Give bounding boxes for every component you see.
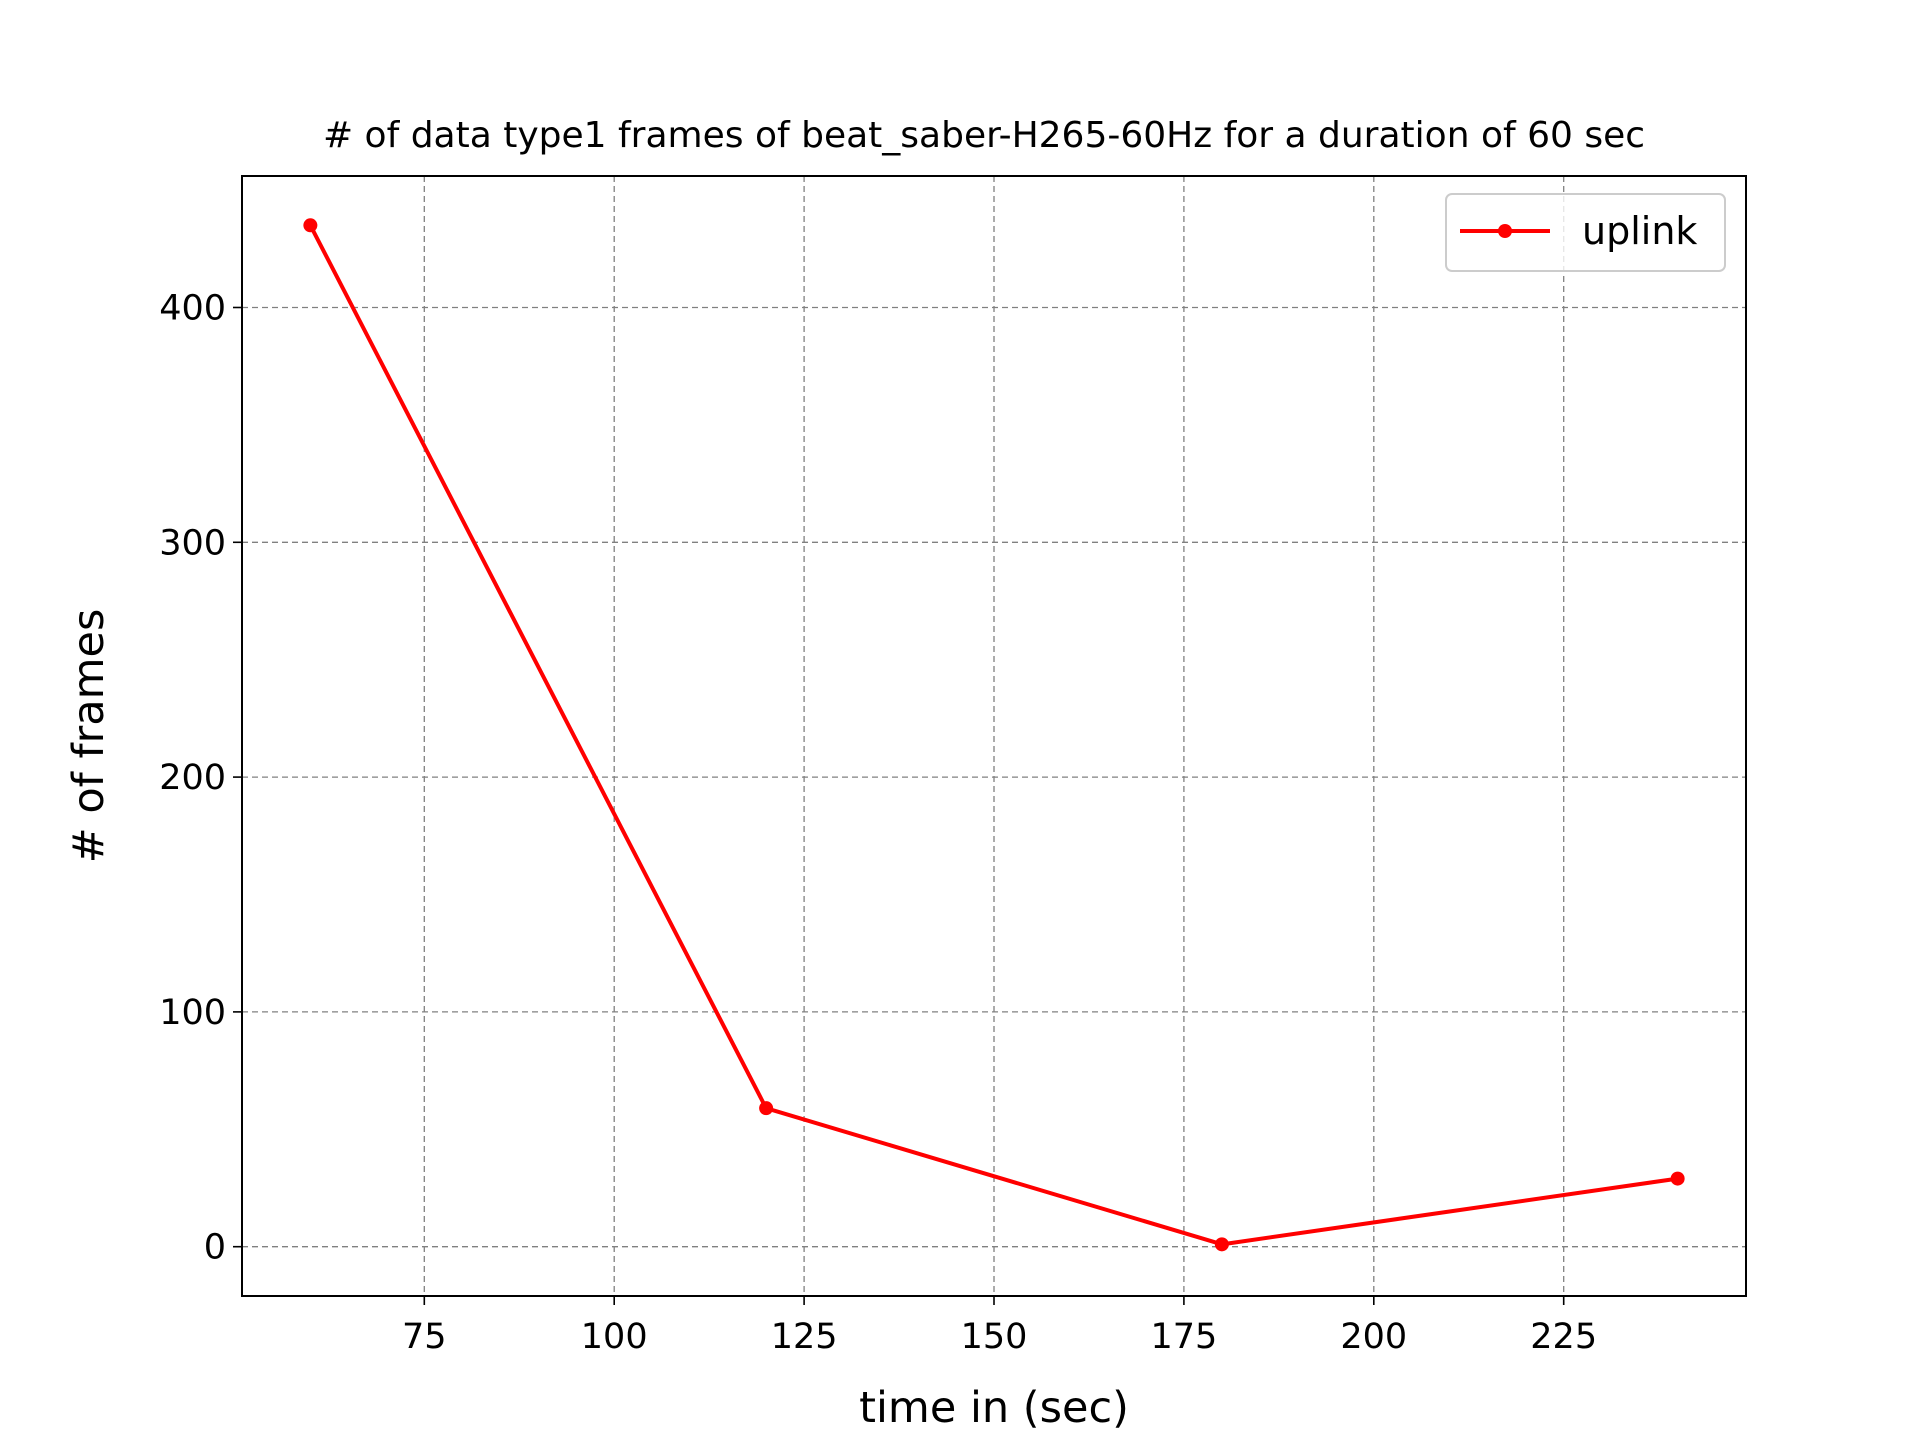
x-tick-label: 100 (581, 1317, 648, 1357)
grid (242, 176, 1746, 1296)
y-tick-label: 400 (159, 288, 226, 328)
legend-box (1445, 193, 1726, 272)
legend: uplink (1445, 193, 1726, 272)
x-axis-label: time in (sec) (859, 1383, 1129, 1433)
y-tick-label: 0 (204, 1228, 226, 1268)
legend-marker-sample (1498, 224, 1512, 238)
x-tick-label: 125 (771, 1317, 838, 1357)
chart-title: # of data type1 frames of beat_saber-H26… (323, 115, 1645, 156)
axis-ticks: 75 100 125 150 175 200 225 0 100 200 300 400 (159, 288, 1597, 1357)
series-line-uplink (308, 224, 1678, 1247)
data-point-uplink (303, 218, 318, 233)
data-point-uplink (759, 1101, 774, 1116)
x-tick-label: 200 (1340, 1317, 1407, 1357)
legend-label-uplink: uplink (1582, 209, 1697, 253)
series-layer (303, 218, 1685, 1252)
y-tick-label: 300 (159, 523, 226, 563)
x-tick-label: 175 (1150, 1317, 1217, 1357)
x-tick-label: 150 (961, 1317, 1028, 1357)
y-axis-label: # of frames (64, 609, 114, 864)
data-point-uplink (1670, 1171, 1685, 1186)
data-point-uplink (1214, 1237, 1229, 1252)
y-tick-label: 200 (159, 758, 226, 798)
x-tick-label: 225 (1530, 1317, 1597, 1357)
y-tick-label: 100 (159, 993, 226, 1033)
x-tick-label: 75 (402, 1317, 447, 1357)
